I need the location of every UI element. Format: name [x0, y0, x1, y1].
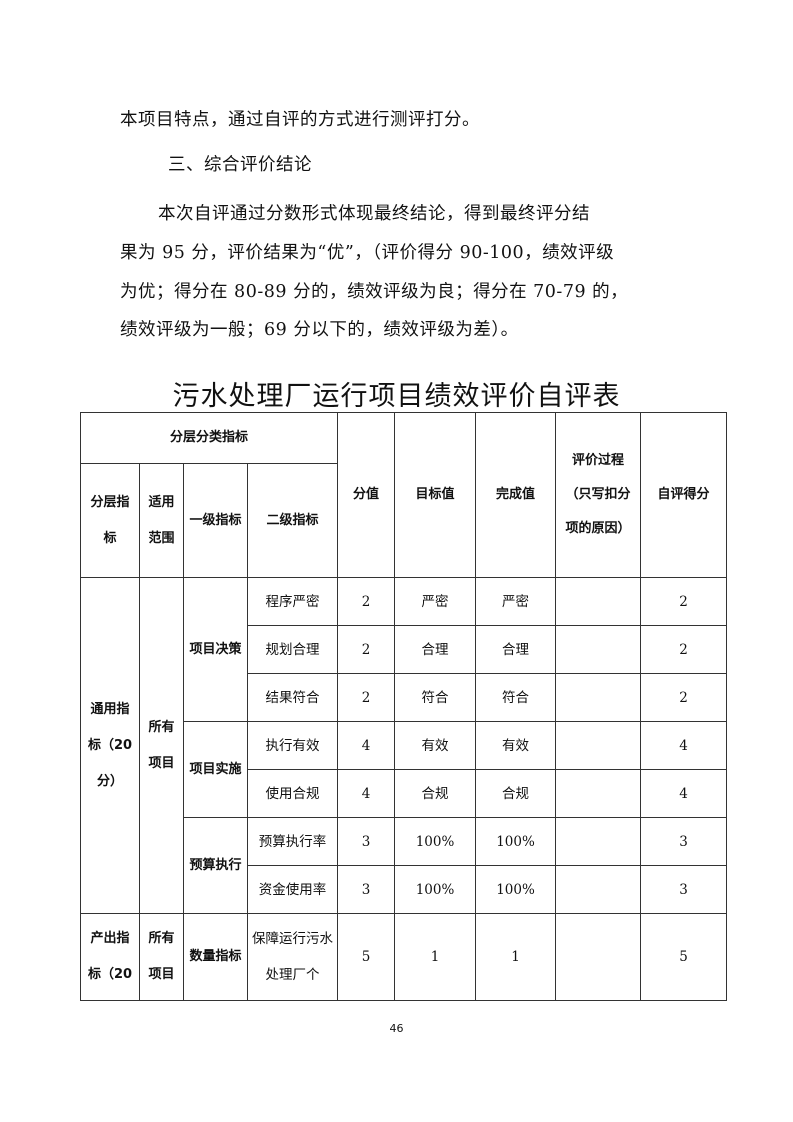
- group-implementation: 项目实施: [183, 721, 248, 818]
- table-title: 污水处理厂运行项目绩效评价自评表: [172, 381, 621, 412]
- cell-score: 4: [337, 769, 395, 818]
- cell-process: [555, 865, 641, 914]
- cell-score: 2: [337, 625, 395, 674]
- cell-self: 3: [640, 865, 727, 914]
- cell-actual: 1: [475, 913, 556, 1001]
- paragraph-line: 本项目特点，通过自评的方式进行测评打分。: [120, 110, 480, 130]
- paragraph-line: 本次自评通过分数形式体现最终结论，得到最终评分结: [158, 204, 590, 224]
- cell-self: 5: [640, 913, 727, 1001]
- cell-level2: 结果符合: [247, 673, 338, 722]
- cell-self: 3: [640, 817, 727, 866]
- paragraph-line: 为优；得分在 80-89 分的，绩效评级为良；得分在 70-79 的，: [120, 282, 629, 302]
- cell-target: 符合: [394, 673, 476, 722]
- cell-target: 严密: [394, 577, 476, 626]
- cell-self: 4: [640, 721, 727, 770]
- cell-self: 2: [640, 577, 727, 626]
- group-general: 通用指标（20分）: [80, 577, 140, 914]
- cell-score: 4: [337, 721, 395, 770]
- header-level2: 二级指标: [247, 463, 338, 578]
- cell-target: 100%: [394, 817, 476, 866]
- cell-actual: 严密: [475, 577, 556, 626]
- header-level1: 一级指标: [183, 463, 248, 578]
- group-all-projects-2: 所有项目: [139, 913, 184, 1001]
- cell-self: 4: [640, 769, 727, 818]
- cell-target: 合规: [394, 769, 476, 818]
- header-score: 分值: [337, 412, 395, 578]
- cell-score: 3: [337, 817, 395, 866]
- cell-process: [555, 625, 641, 674]
- evaluation-table: 分层分类指标 分值 目标值 完成值 评价过程（只写扣分项的原因） 自评得分 分层…: [80, 412, 727, 1001]
- page-number: 46: [389, 1022, 404, 1035]
- cell-target: 合理: [394, 625, 476, 674]
- cell-target: 1: [394, 913, 476, 1001]
- cell-actual: 有效: [475, 721, 556, 770]
- cell-self: 2: [640, 673, 727, 722]
- cell-level2: 程序严密: [247, 577, 338, 626]
- header-scope: 适用范围: [139, 463, 184, 578]
- cell-actual: 合理: [475, 625, 556, 674]
- cell-target: 100%: [394, 865, 476, 914]
- cell-process: [555, 673, 641, 722]
- cell-score: 2: [337, 673, 395, 722]
- section-heading: 三、综合评价结论: [168, 155, 312, 175]
- cell-level2: 规划合理: [247, 625, 338, 674]
- header-self-score: 自评得分: [640, 412, 727, 578]
- cell-process: [555, 769, 641, 818]
- cell-level2: 保障运行污水处理厂个: [247, 913, 338, 1001]
- group-budget: 预算执行: [183, 817, 248, 914]
- cell-score: 5: [337, 913, 395, 1001]
- group-decision: 项目决策: [183, 577, 248, 722]
- cell-process: [555, 913, 641, 1001]
- cell-level2: 执行有效: [247, 721, 338, 770]
- group-quantity: 数量指标: [183, 913, 248, 1001]
- header-group: 分层分类指标: [80, 412, 338, 464]
- group-output: 产出指标（20: [80, 913, 140, 1001]
- cell-actual: 符合: [475, 673, 556, 722]
- cell-score: 3: [337, 865, 395, 914]
- cell-actual: 100%: [475, 817, 556, 866]
- cell-level2: 资金使用率: [247, 865, 338, 914]
- header-layer: 分层指标: [80, 463, 140, 578]
- header-process: 评价过程（只写扣分项的原因）: [555, 412, 641, 578]
- cell-self: 2: [640, 625, 727, 674]
- cell-process: [555, 577, 641, 626]
- paragraph-line: 绩效评级为一般；69 分以下的，绩效评级为差）。: [120, 320, 519, 340]
- cell-level2: 使用合规: [247, 769, 338, 818]
- cell-actual: 100%: [475, 865, 556, 914]
- header-actual: 完成值: [475, 412, 556, 578]
- cell-actual: 合规: [475, 769, 556, 818]
- cell-process: [555, 817, 641, 866]
- group-all-projects: 所有项目: [139, 577, 184, 914]
- cell-process: [555, 721, 641, 770]
- cell-target: 有效: [394, 721, 476, 770]
- paragraph-line: 果为 95 分，评价结果为“优”，（评价得分 90-100，绩效评级: [120, 243, 615, 263]
- header-target: 目标值: [394, 412, 476, 578]
- cell-score: 2: [337, 577, 395, 626]
- cell-level2: 预算执行率: [247, 817, 338, 866]
